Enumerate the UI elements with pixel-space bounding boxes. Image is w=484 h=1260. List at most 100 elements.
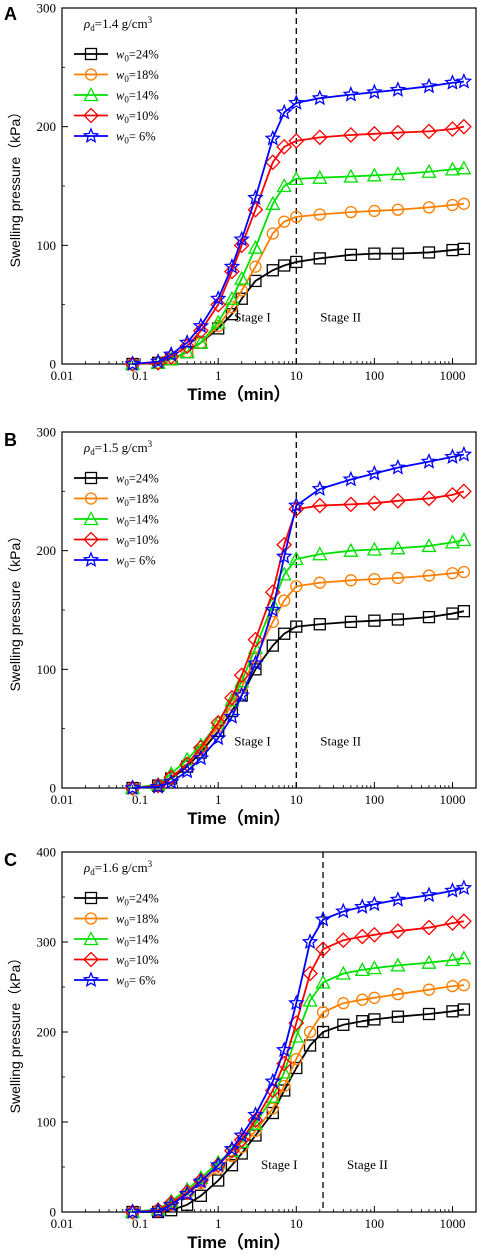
legend-sub: 0: [124, 939, 129, 949]
series-line: [132, 610, 465, 789]
data-point: [366, 125, 383, 142]
data-point: [444, 952, 461, 967]
data-point: [124, 779, 141, 796]
legend-label: w0=14%: [116, 89, 159, 105]
stage-label: Stage I: [234, 733, 270, 748]
data-point: [192, 1172, 210, 1189]
data-point: [149, 778, 167, 794]
data-point: [288, 94, 305, 110]
data-point: [422, 569, 436, 582]
series-1: [126, 565, 471, 795]
x-tick-label: 1000: [439, 368, 465, 383]
legend-item: w0=18%: [74, 68, 159, 84]
legend-var: w: [116, 89, 125, 103]
data-point: [389, 923, 406, 940]
legend-var: w: [116, 533, 125, 547]
legend-label: w0= 6%: [116, 130, 156, 146]
legend-marker: [83, 511, 99, 526]
data-point: [455, 72, 473, 89]
series-line: [132, 920, 465, 1213]
data-point: [389, 81, 407, 97]
data-point: [354, 962, 370, 977]
data-point: [366, 960, 382, 975]
legend-var: w: [116, 953, 125, 967]
legend-item: w0=10%: [74, 951, 159, 969]
data-point: [178, 333, 196, 350]
data-point: [344, 248, 358, 261]
x-tick-label: 1000: [439, 1216, 465, 1231]
data-point: [290, 1052, 303, 1066]
data-point: [311, 89, 329, 106]
data-point: [233, 237, 250, 254]
data-point: [179, 344, 195, 359]
data-point: [163, 769, 180, 786]
density-value: =1.4 g/cm: [95, 16, 148, 31]
data-point: [312, 546, 328, 561]
data-point: [457, 1003, 471, 1016]
data-point: [278, 215, 291, 228]
x-axis-title: Time（min）: [187, 808, 291, 828]
series-4: [124, 879, 473, 1220]
x-axis-title: Time（min）: [187, 384, 291, 404]
data-point: [249, 274, 262, 288]
data-point: [313, 208, 326, 221]
legend-label: w0=18%: [116, 912, 159, 928]
series-line: [132, 887, 465, 1213]
legend-val: =24%: [129, 892, 159, 906]
data-point: [457, 197, 471, 210]
data-point: [313, 618, 326, 631]
data-point: [311, 480, 329, 496]
data-point: [391, 988, 405, 1001]
y-tick-label: 300: [37, 425, 57, 440]
data-point: [247, 1106, 264, 1122]
y-tick-label: 100: [37, 1115, 57, 1130]
series-line: [132, 1008, 465, 1213]
legend-label: w0=14%: [116, 513, 159, 529]
legend-var: w: [116, 48, 125, 62]
legend-val: = 6%: [129, 130, 156, 144]
legend-item: w0=24%: [74, 472, 159, 488]
legend-marker: [84, 891, 98, 905]
data-point: [316, 1006, 330, 1019]
data-point: [247, 654, 264, 671]
legend-label: w0=24%: [116, 892, 159, 908]
data-point: [314, 910, 332, 927]
data-point: [288, 994, 305, 1011]
series-0: [126, 242, 471, 371]
y-tick-label: 300: [37, 935, 57, 950]
data-point: [455, 483, 472, 500]
data-point: [421, 123, 437, 140]
legend-label: w0=24%: [116, 48, 159, 64]
density-symbol: ρ: [83, 16, 90, 31]
data-point: [421, 954, 437, 969]
panel-letter: C: [4, 850, 17, 870]
data-point: [366, 541, 382, 556]
data-point: [455, 118, 472, 135]
legend-item: w0= 6%: [74, 127, 156, 146]
series-2: [124, 532, 472, 795]
series-line: [132, 167, 464, 365]
legend-label: w0=24%: [116, 472, 159, 488]
legend-var: w: [116, 68, 125, 82]
legend-marker: [84, 68, 98, 81]
data-point: [391, 247, 405, 260]
data-point: [368, 991, 381, 1004]
data-point: [192, 749, 210, 766]
chart-panel-b: B0.01 0.1 1 10 100 10000100200300Time（min）Swe…: [4, 425, 477, 828]
data-point: [337, 997, 350, 1010]
legend-item: w0=10%: [74, 107, 159, 125]
data-point: [444, 161, 461, 176]
series-1: [126, 197, 471, 371]
legend-marker: [82, 127, 100, 144]
y-tick-label: 0: [50, 1205, 57, 1220]
data-point: [179, 338, 196, 355]
legend-marker: [84, 47, 98, 61]
data-point: [233, 230, 250, 247]
data-point: [422, 246, 436, 259]
legend-item: w0= 6%: [74, 971, 156, 990]
data-point: [247, 189, 264, 205]
legend-sub: 0: [124, 478, 129, 488]
data-point: [249, 260, 262, 273]
legend-marker: [82, 551, 100, 568]
density-subscript: d: [90, 447, 95, 457]
